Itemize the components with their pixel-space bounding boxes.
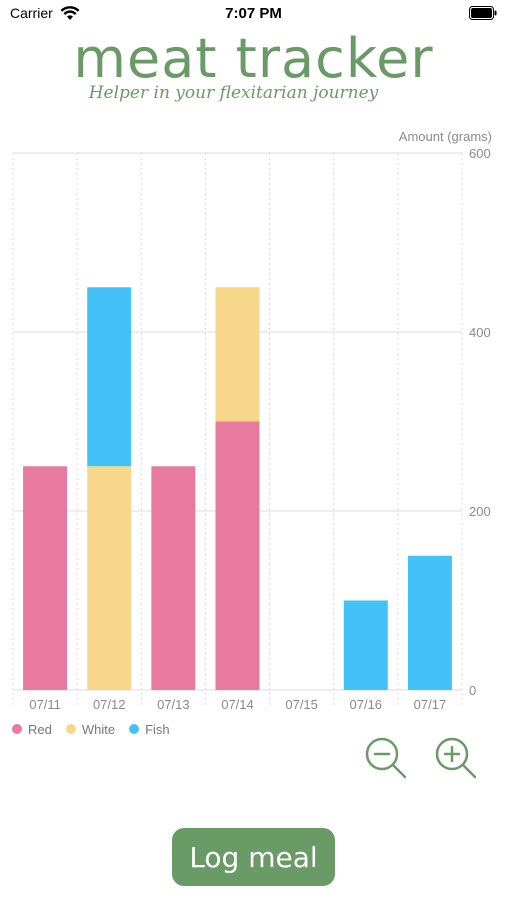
- legend-swatch: [65, 724, 76, 734]
- bar-red-07-13: [151, 466, 196, 690]
- zoom-out-icon: [365, 737, 407, 779]
- y-tick-label: 200: [469, 504, 491, 519]
- zoom-in-icon: [435, 737, 477, 779]
- legend-label: White: [81, 721, 116, 737]
- wifi-icon: [60, 6, 80, 20]
- status-bar: Carrier 7:07 PM: [0, 0, 507, 30]
- x-tick-label: 07/11: [29, 697, 61, 712]
- status-time: 7:07 PM: [225, 5, 282, 22]
- bar-fish-07-17: [407, 555, 452, 690]
- legend-swatch: [129, 724, 140, 734]
- x-tick-label: 07/13: [157, 697, 190, 712]
- bar-red-07-11: [23, 466, 68, 690]
- app-title: meat tracker: [73, 27, 434, 90]
- carrier-label: Carrier: [10, 5, 53, 21]
- x-tick-label: 07/14: [221, 697, 254, 712]
- zoom-in-button[interactable]: [432, 734, 480, 782]
- y-tick-label: 600: [469, 146, 491, 161]
- legend-item-white: White: [65, 721, 116, 737]
- app-subtitle: Helper in your flexitarian journey: [88, 83, 379, 103]
- legend-label: Fish: [145, 721, 170, 737]
- bar-fish-07-12: [87, 287, 132, 467]
- legend-swatch: [12, 724, 22, 734]
- y-tick-label: 0: [469, 683, 476, 698]
- battery-full-icon: [469, 6, 497, 20]
- log-meal-button[interactable]: Log meal: [172, 828, 335, 886]
- legend-item-red: Red: [12, 722, 52, 737]
- x-tick-label: 07/12: [93, 697, 126, 712]
- bar-white-07-14: [215, 287, 260, 422]
- x-tick-label: 07/16: [350, 697, 383, 712]
- meat-chart: 0 200 400 600 Amount (grams) 07/11 07/12 07/13 0…: [12, 129, 492, 712]
- legend-label: Red: [28, 721, 52, 737]
- x-tick-label: 07/15: [285, 697, 318, 712]
- x-tick-label: 07/17: [414, 697, 447, 712]
- bar-red-07-14: [215, 421, 260, 690]
- legend-item-fish: Fish: [129, 722, 170, 737]
- y-tick-label: 400: [469, 325, 491, 340]
- y-axis-label: Amount (grams): [399, 129, 492, 144]
- chart-legend: Red White Fish: [12, 720, 184, 738]
- bar-white-07-12: [87, 466, 132, 690]
- zoom-out-button[interactable]: [362, 734, 410, 782]
- bar-fish-07-16: [343, 600, 388, 690]
